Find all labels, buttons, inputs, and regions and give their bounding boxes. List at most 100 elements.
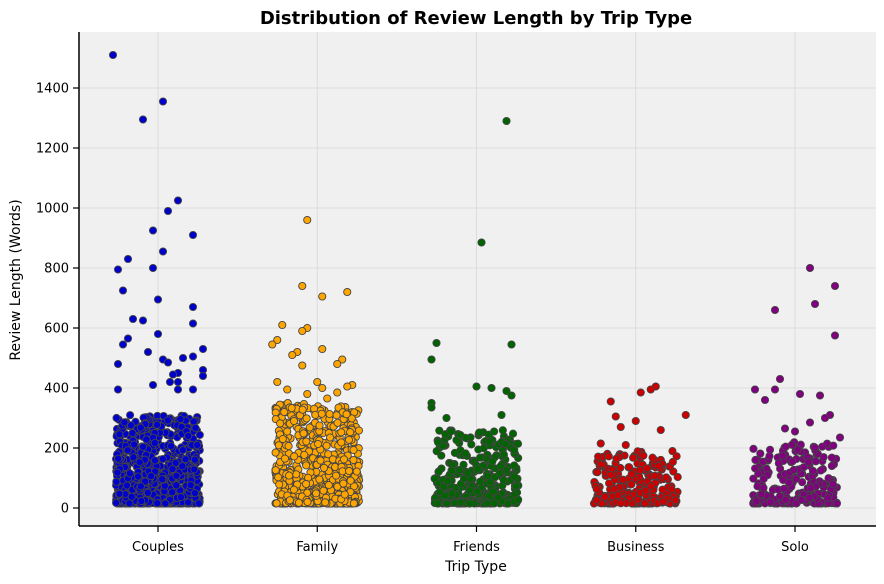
data-point: [502, 440, 509, 447]
data-point: [789, 458, 796, 465]
data-point: [149, 264, 156, 271]
data-point: [303, 462, 310, 469]
data-point: [434, 500, 441, 507]
data-point: [811, 444, 818, 451]
data-point: [137, 483, 144, 490]
data-point: [269, 341, 276, 348]
data-point: [595, 453, 602, 460]
data-point: [136, 459, 143, 466]
data-point: [177, 416, 184, 423]
data-point: [474, 488, 481, 495]
data-point: [811, 300, 818, 307]
y-tick-label: 400: [44, 382, 69, 397]
data-point: [497, 463, 504, 470]
data-point: [792, 475, 799, 482]
data-point: [195, 500, 202, 507]
y-tick-label: 200: [44, 442, 69, 457]
data-point: [345, 436, 352, 443]
data-point: [279, 435, 286, 442]
data-point: [833, 500, 840, 507]
data-point: [828, 462, 835, 469]
data-point: [433, 339, 440, 346]
data-point: [316, 476, 323, 483]
data-point: [290, 417, 297, 424]
data-point: [291, 453, 298, 460]
data-point: [761, 396, 768, 403]
data-point: [121, 419, 128, 426]
data-point: [303, 415, 310, 422]
data-point: [486, 438, 493, 445]
data-point: [174, 386, 181, 393]
data-point: [460, 475, 467, 482]
data-point: [433, 448, 440, 455]
data-point: [508, 341, 515, 348]
data-point: [131, 441, 138, 448]
data-point: [187, 482, 194, 489]
x-tick-label: Business: [607, 540, 665, 555]
data-point: [324, 395, 331, 402]
data-point: [174, 197, 181, 204]
data-point: [322, 499, 329, 506]
y-tick-label: 800: [44, 262, 69, 277]
data-point: [144, 348, 151, 355]
data-point: [477, 478, 484, 485]
data-point: [147, 472, 154, 479]
data-point: [434, 439, 441, 446]
data-point: [284, 428, 291, 435]
data-point: [343, 411, 350, 418]
data-point: [607, 471, 614, 478]
data-point: [674, 473, 681, 480]
data-point: [448, 428, 455, 435]
data-point: [289, 351, 296, 358]
data-point: [164, 359, 171, 366]
y-tick-label: 600: [44, 322, 69, 337]
data-point: [300, 430, 307, 437]
data-point: [196, 431, 203, 438]
data-point: [821, 414, 828, 421]
data-point: [640, 452, 647, 459]
data-point: [304, 216, 311, 223]
data-point: [301, 451, 308, 458]
data-point: [619, 476, 626, 483]
data-point: [466, 487, 473, 494]
data-point: [499, 427, 506, 434]
data-point: [625, 464, 632, 471]
data-point: [805, 458, 812, 465]
data-point: [752, 456, 759, 463]
data-point: [443, 414, 450, 421]
data-point: [340, 480, 347, 487]
data-point: [444, 478, 451, 485]
data-point: [114, 360, 121, 367]
data-point: [751, 386, 758, 393]
data-point: [191, 456, 198, 463]
data-point: [651, 472, 658, 479]
data-point: [277, 420, 284, 427]
data-point: [828, 454, 835, 461]
data-point: [347, 429, 354, 436]
data-point: [123, 482, 130, 489]
data-point: [669, 458, 676, 465]
data-point: [275, 474, 282, 481]
data-point: [511, 473, 518, 480]
y-axis-ticks: 0 200 400 600 800 1000 1200 1400: [36, 82, 79, 517]
data-point: [682, 411, 689, 418]
data-point: [771, 386, 778, 393]
data-point: [316, 422, 323, 429]
data-point: [448, 490, 455, 497]
data-point: [448, 467, 455, 474]
data-point: [500, 476, 507, 483]
x-tick-label: Family: [296, 540, 338, 555]
data-point: [824, 495, 831, 502]
data-point: [320, 487, 327, 494]
data-point: [758, 491, 765, 498]
data-point: [272, 449, 279, 456]
data-point: [185, 499, 192, 506]
data-point: [293, 471, 300, 478]
data-point: [281, 455, 288, 462]
data-point: [637, 389, 644, 396]
data-point: [503, 117, 510, 124]
data-point: [779, 452, 786, 459]
data-point: [185, 432, 192, 439]
data-point: [149, 381, 156, 388]
